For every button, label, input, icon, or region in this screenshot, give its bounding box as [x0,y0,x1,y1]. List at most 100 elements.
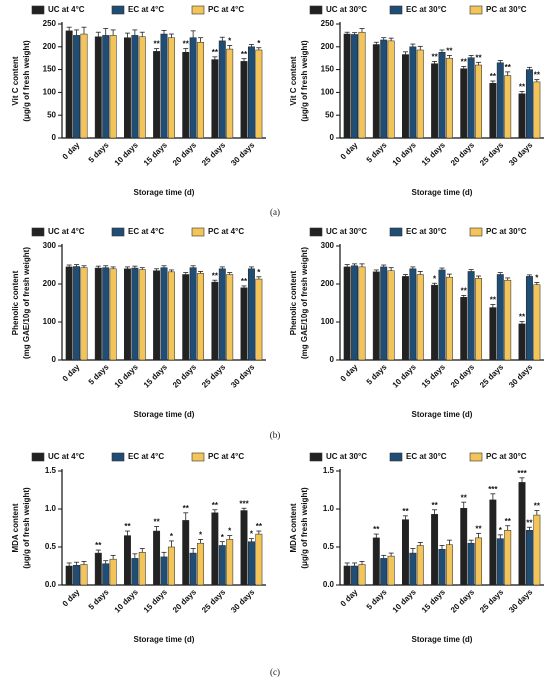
bar [496,538,504,586]
legend-swatch [191,5,205,15]
bar [387,40,395,139]
bar [255,49,263,139]
legend-swatch [31,5,45,15]
x-tick-label: 20 days [449,587,477,615]
bar [211,59,219,139]
y-tick-label: 0 [52,133,57,142]
y-tick-label: 1.0 [323,504,335,513]
legend-label: UC at 4°C [48,5,85,14]
x-tick-label: 25 days [478,587,506,615]
x-tick-label: 0 day [61,362,82,383]
y-tick-label: 300 [43,241,57,250]
bar [197,542,205,586]
significance: * [199,531,203,540]
bar [401,276,409,361]
significance: ** [519,83,526,92]
bar [182,52,190,139]
bar [160,33,168,139]
bar [409,46,417,139]
bar [387,270,395,361]
y-axis-title: (μg/g of fresh weight) [22,40,31,122]
legend-swatch [111,227,125,237]
bar [518,323,526,361]
bar [255,533,263,586]
y-axis-title: MDA content [11,503,20,552]
significance: ** [183,504,190,513]
y-tick-label: 150 [321,65,335,74]
bar [380,558,388,586]
x-tick-label: 5 days [87,140,111,164]
bar [160,556,168,586]
bar [489,499,497,586]
legend-swatch [389,452,403,462]
y-axis-title: Phenolic content [11,270,20,335]
x-tick-label: 5 days [365,140,389,164]
x-tick-label: 25 days [200,362,228,390]
bar [153,270,161,361]
significance: ** [461,287,468,296]
x-axis-title: Storage time (d) [134,188,195,197]
bar [240,61,248,139]
bar [240,510,248,586]
x-tick-label: 5 days [87,362,111,386]
significance: *** [239,499,249,508]
x-tick-label: 25 days [478,362,506,390]
x-tick-label: 30 days [229,587,257,615]
significance: ** [475,53,482,62]
y-tick-label: 0.0 [323,580,335,589]
significance: ** [212,271,219,280]
bar [131,267,139,361]
bar [518,482,526,586]
bar [211,512,219,586]
bar [533,514,541,586]
bar [197,41,205,139]
bar [102,563,110,586]
bar [80,33,88,139]
legend-label: UC at 30°C [326,227,367,236]
significance: ** [241,277,248,286]
bar [343,266,351,361]
bar [160,267,168,361]
significance: * [228,37,232,46]
legend-swatch [309,5,323,15]
bar [467,542,475,586]
significance: * [221,533,225,542]
bar [504,279,512,361]
y-tick-label: 200 [43,279,57,288]
bar [380,266,388,361]
significance: ** [431,501,438,510]
legend-label: EC at 4°C [128,452,164,461]
legend-label: UC at 4°C [48,452,85,461]
bar [525,276,533,361]
y-axis-title: Vit C content [289,56,298,106]
significance: *** [488,485,498,494]
bar [247,46,255,139]
significance: ** [461,493,468,502]
bar [167,271,175,361]
bar [525,69,533,139]
bar [401,519,409,586]
significance: ** [402,507,409,516]
bar [387,555,395,586]
bar [533,284,541,361]
bar [94,552,102,586]
significance: ** [490,296,497,305]
y-tick-label: 50 [47,110,56,119]
bar [226,274,234,361]
bar [102,267,110,361]
legend-label: UC at 30°C [326,452,367,461]
x-tick-label: 10 days [391,587,419,615]
bar [416,545,424,586]
bar [445,57,453,139]
bar [138,269,146,361]
legend-label: PC at 30°C [486,227,527,236]
significance: ** [373,525,380,534]
bar [489,307,497,361]
bar [409,268,417,361]
bar [372,44,380,139]
legend-label: UC at 30°C [326,5,367,14]
legend-swatch [389,5,403,15]
bar [445,544,453,586]
significance: ** [153,518,160,527]
significance: ** [256,522,263,531]
